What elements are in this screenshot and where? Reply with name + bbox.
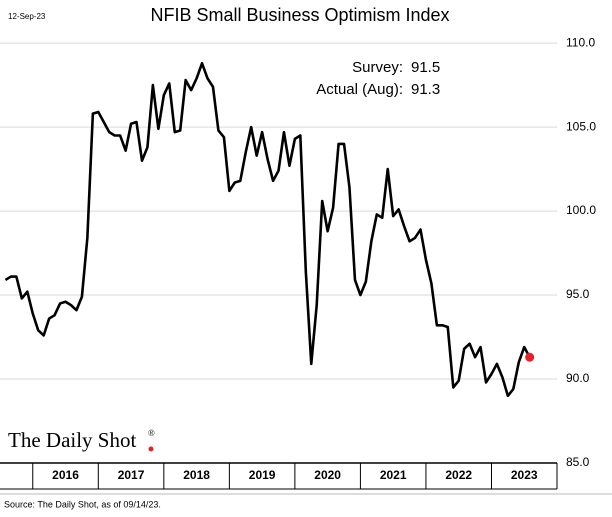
x-tick-label: 2021 (380, 468, 407, 482)
x-tick-label: 2017 (118, 468, 145, 482)
x-tick-label: 2016 (52, 468, 79, 482)
y-tick-label: 110.0 (566, 35, 595, 49)
source: Source: The Daily Shot, as of 09/14/23. (4, 499, 161, 509)
logo: The Daily Shot (8, 428, 136, 452)
y-tick-label: 100.0 (566, 203, 596, 217)
annotation-label: Actual (Aug): (316, 81, 403, 98)
line (4, 61, 531, 398)
x-tick-label: 2023 (511, 468, 538, 482)
annotation-label: Survey: (352, 59, 403, 76)
y-tick-label: 90.0 (566, 371, 590, 385)
x-tick-label: 2018 (183, 468, 210, 482)
annotation-value: 91.3 (411, 81, 440, 98)
last-point (525, 352, 535, 362)
y-tick-label: 95.0 (566, 287, 590, 301)
y-tick-label: 85.0 (566, 455, 590, 469)
x-tick-label: 2019 (249, 468, 276, 482)
annotation-value: 91.5 (411, 59, 440, 76)
chart-title: NFIB Small Business Optimism Index (150, 5, 449, 25)
logo-dot (148, 446, 154, 452)
y-tick-label: 105.0 (566, 119, 596, 133)
x-tick-label: 2020 (314, 468, 341, 482)
logo-mark: ® (148, 428, 155, 438)
x-tick-label: 2022 (445, 468, 472, 482)
date-label: 12-Sep-23 (8, 12, 46, 21)
